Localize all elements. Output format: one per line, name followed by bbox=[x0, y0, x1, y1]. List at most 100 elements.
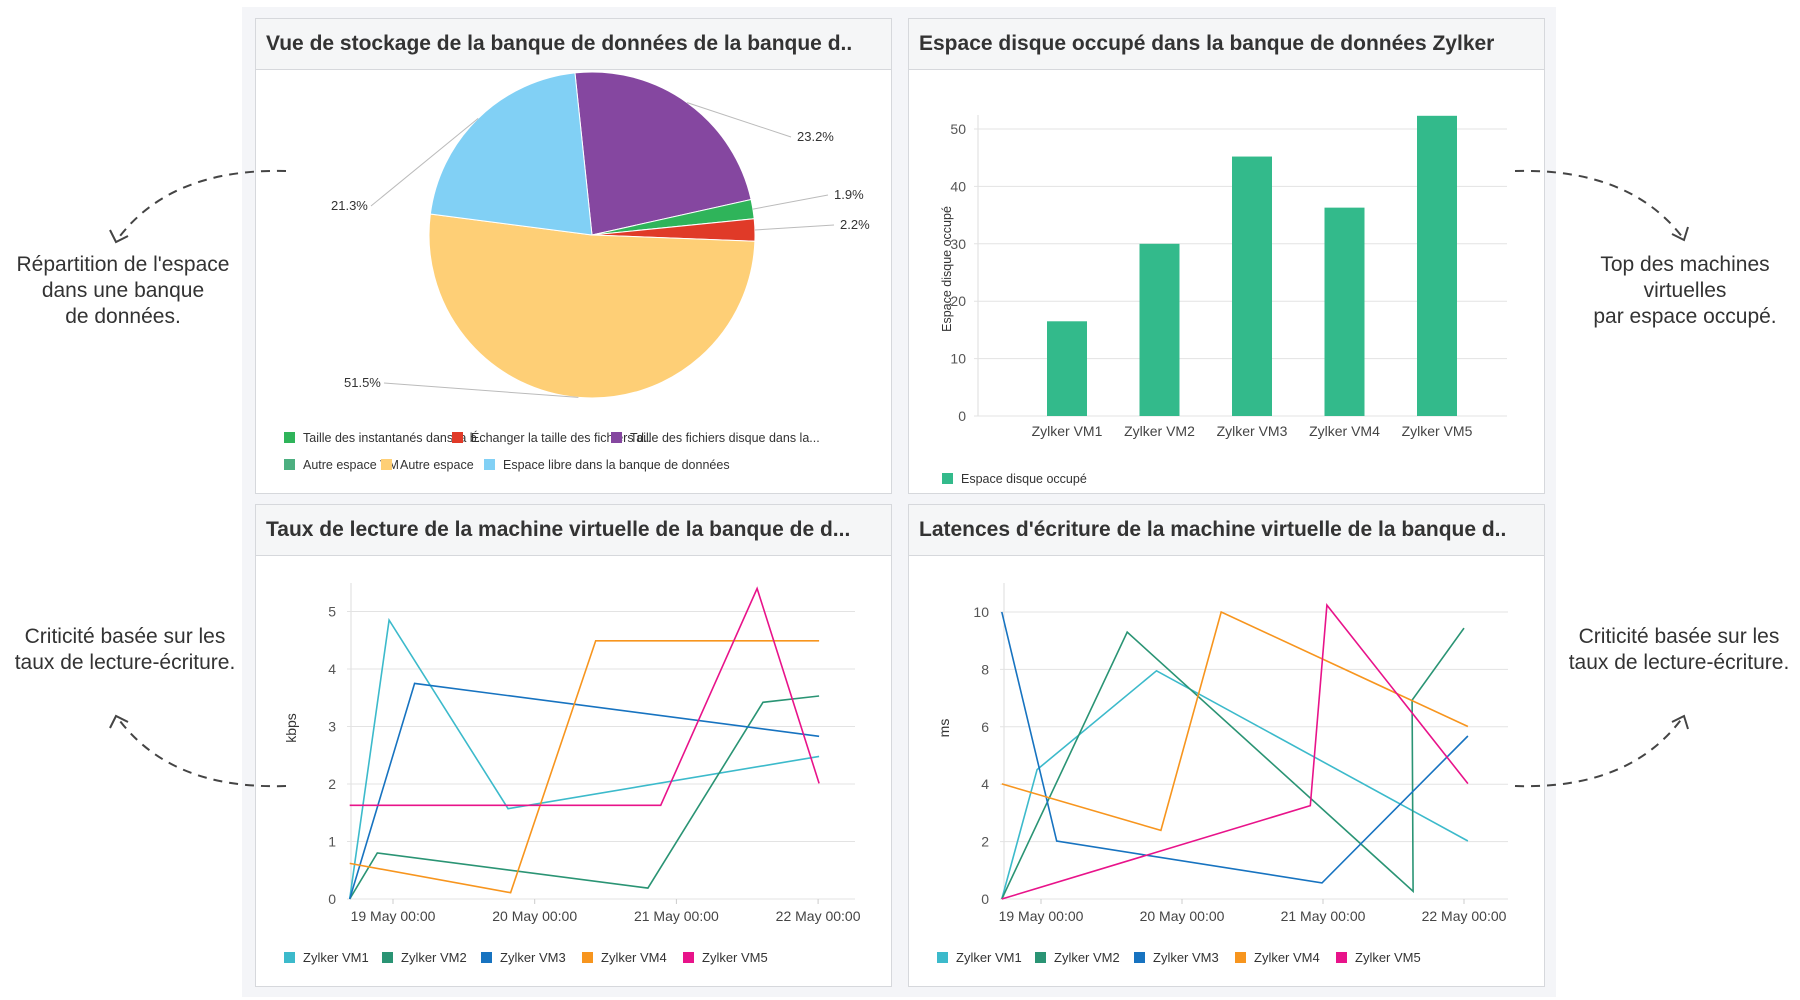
series-line bbox=[349, 586, 820, 807]
pie-slice bbox=[429, 72, 593, 236]
latency-line-chart: 0 2 4 6 8 10 19 May 00:00 20 May 00:00 21 May 00… bbox=[936, 583, 1508, 965]
x-tick-label: Zylker VM3 bbox=[1217, 423, 1288, 439]
legend-item: Taille des fichiers disque dans la... bbox=[630, 431, 820, 445]
x-tick-label: 21 May 00:00 bbox=[634, 908, 719, 924]
panel-title: Vue de stockage de la banque de données … bbox=[256, 19, 891, 70]
y-axis-label: Espace disque occupé bbox=[940, 206, 954, 332]
legend-swatch bbox=[481, 952, 492, 963]
pie-data-label: 21.3% bbox=[331, 198, 368, 213]
disk-panel: Espace disque occupé dans la banque de d… bbox=[908, 18, 1545, 494]
x-tick-label: 22 May 00:00 bbox=[776, 908, 861, 924]
annotation-read-criticality: Criticité basée sur les taux de lecture-… bbox=[0, 624, 250, 676]
series-line bbox=[1001, 627, 1465, 900]
legend-item: Zylker VM2 bbox=[1054, 950, 1120, 965]
annotation-top-vms: Top des machines virtuelles par espace o… bbox=[1565, 252, 1800, 330]
annotation-line: par espace occupé. bbox=[1593, 305, 1777, 328]
bar bbox=[1417, 115, 1457, 416]
pie-slice bbox=[574, 71, 752, 236]
pie-data-label: 51.5% bbox=[344, 375, 381, 390]
y-tick-label: 40 bbox=[950, 178, 966, 194]
y-tick-label: 2 bbox=[328, 776, 336, 792]
x-tick-label: 20 May 00:00 bbox=[492, 908, 577, 924]
legend-swatch bbox=[1336, 952, 1347, 963]
x-tick-label: Zylker VM2 bbox=[1124, 423, 1195, 439]
annotation-line: taux de lecture-écriture. bbox=[14, 651, 236, 674]
series-line bbox=[348, 682, 820, 900]
pie-leader-line bbox=[752, 194, 829, 210]
legend-swatch bbox=[683, 952, 694, 963]
pie-leader-line bbox=[370, 117, 479, 207]
dashed-arrow-icon bbox=[1514, 169, 1684, 239]
y-tick-label: 6 bbox=[981, 719, 989, 735]
legend-item: Zylker VM5 bbox=[1355, 950, 1421, 965]
y-tick-label: 3 bbox=[328, 719, 336, 735]
x-tick-label: 21 May 00:00 bbox=[1281, 908, 1366, 924]
series-line bbox=[1001, 669, 1469, 900]
dashed-arrow-icon bbox=[116, 169, 287, 241]
y-tick-label: 5 bbox=[328, 604, 336, 620]
legend-swatch bbox=[1235, 952, 1246, 963]
y-tick-label: 8 bbox=[981, 661, 989, 677]
legend-swatch bbox=[284, 952, 295, 963]
series-line bbox=[349, 640, 820, 894]
pie-data-label: 2.2% bbox=[840, 217, 870, 232]
x-tick-label: 19 May 00:00 bbox=[999, 908, 1084, 924]
annotation-write-criticality: Criticité basée sur les taux de lecture-… bbox=[1554, 624, 1800, 676]
annotation-line: dans une banque bbox=[41, 279, 205, 302]
y-tick-label: 50 bbox=[950, 121, 966, 137]
dashed-arrow-icon bbox=[116, 716, 287, 788]
legend-swatch bbox=[942, 473, 953, 484]
panel-title: Espace disque occupé dans la banque de d… bbox=[909, 19, 1544, 70]
legend-item: Zylker VM4 bbox=[601, 950, 667, 965]
legend-swatch bbox=[937, 952, 948, 963]
legend-swatch bbox=[284, 432, 295, 443]
legend-item: Zylker VM4 bbox=[1254, 950, 1320, 965]
legend-item: Zylker VM5 bbox=[702, 950, 768, 965]
annotation-line: Répartition de l'espace bbox=[16, 253, 230, 276]
legend-swatch bbox=[1035, 952, 1046, 963]
annotation-line: Criticité basée sur les bbox=[1578, 625, 1780, 648]
legend-swatch bbox=[284, 459, 295, 470]
y-tick-label: 0 bbox=[958, 408, 966, 424]
storage-panel: Vue de stockage de la banque de données … bbox=[255, 18, 892, 494]
annotation-line: taux de lecture-écriture. bbox=[1568, 651, 1790, 674]
pie-leader-line bbox=[383, 382, 579, 398]
latency-panel: Latences d'écriture de la machine virtue… bbox=[908, 504, 1545, 987]
pie-leader-line bbox=[754, 224, 835, 231]
x-tick-label: 22 May 00:00 bbox=[1422, 908, 1507, 924]
y-tick-label: 1 bbox=[328, 834, 336, 850]
y-tick-label: 0 bbox=[981, 891, 989, 907]
pie-leader-line bbox=[687, 102, 792, 138]
legend-swatch bbox=[582, 952, 593, 963]
legend-swatch bbox=[452, 432, 463, 443]
series-line bbox=[349, 695, 820, 900]
legend-item: Zylker VM2 bbox=[401, 950, 467, 965]
y-axis-label: ms bbox=[936, 719, 952, 738]
legend-item: Zylker VM3 bbox=[1153, 950, 1219, 965]
bar bbox=[1324, 207, 1365, 416]
bar-chart: 0 10 20 30 40 50 Zylker VM1 Zylker VM2 Zylker VM… bbox=[940, 115, 1507, 486]
legend-item: Taille des instantanés dans la b.. bbox=[303, 431, 484, 445]
annotation-line: Top des machines bbox=[1600, 253, 1770, 276]
x-tick-label: Zylker VM4 bbox=[1309, 423, 1380, 439]
series-line bbox=[348, 617, 820, 900]
series-line bbox=[1001, 603, 1469, 900]
legend-swatch bbox=[1134, 952, 1145, 963]
legend-item: Espace disque occupé bbox=[961, 472, 1087, 486]
legend-item: Zylker VM3 bbox=[500, 950, 566, 965]
x-tick-label: Zylker VM5 bbox=[1402, 423, 1473, 439]
arrowhead-icon bbox=[1671, 714, 1689, 730]
read-rate-panel: Taux de lecture de la machine virtuelle … bbox=[255, 504, 892, 987]
read-rate-line-chart: 0 1 2 3 4 5 19 May 00:00 20 May 00:00 21 May 00:… bbox=[283, 583, 861, 965]
legend-item: Autre espace bbox=[400, 458, 474, 472]
y-axis-label: kbps bbox=[283, 713, 299, 743]
panel-title: Latences d'écriture de la machine virtue… bbox=[909, 505, 1544, 556]
legend-item: Échanger la taille des fichiers d.. bbox=[471, 430, 651, 445]
legend-swatch bbox=[381, 459, 392, 470]
pie-data-label: 23.2% bbox=[797, 129, 834, 144]
bar bbox=[1232, 156, 1272, 416]
bar bbox=[1139, 243, 1180, 416]
series-line bbox=[1001, 611, 1469, 884]
y-tick-label: 10 bbox=[973, 604, 989, 620]
